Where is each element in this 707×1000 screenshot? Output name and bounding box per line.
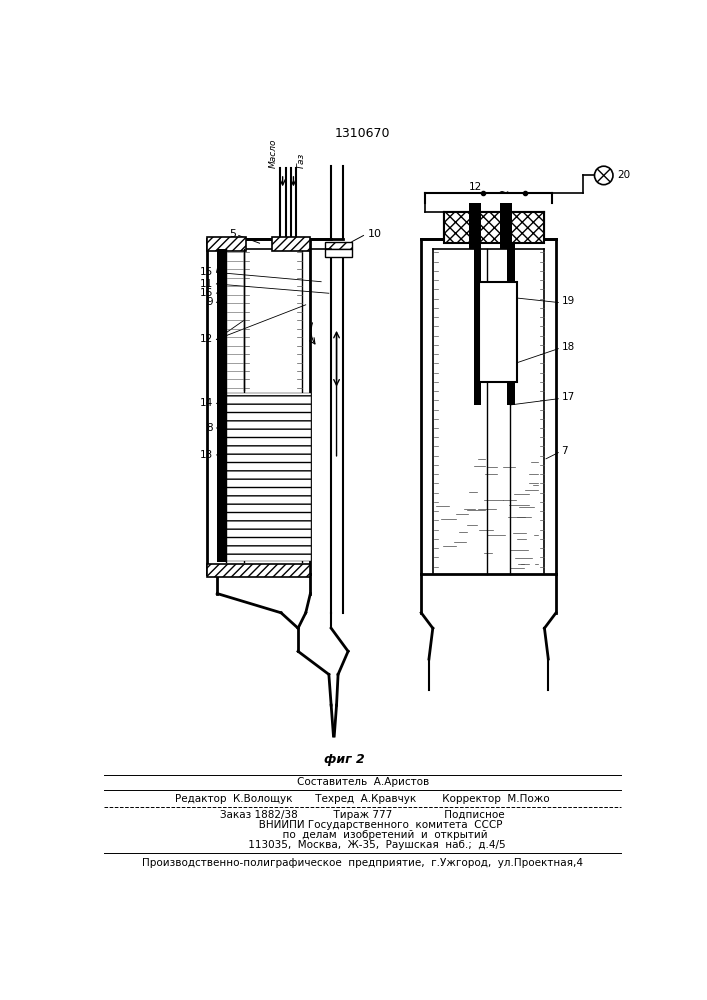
Bar <box>479 282 518 382</box>
Text: 11: 11 <box>200 279 214 289</box>
Text: Газ: Газ <box>296 152 305 168</box>
Text: Заказ 1882/38           Тираж 777                Подписное: Заказ 1882/38 Тираж 777 Подписное <box>221 810 505 820</box>
Text: фиг 2: фиг 2 <box>324 753 365 766</box>
Text: ВНИИПИ Государственного  комитета  СССР: ВНИИПИ Государственного комитета СССР <box>223 820 503 830</box>
Bar <box>207 564 310 577</box>
Bar <box>226 393 311 561</box>
Text: 14: 14 <box>200 398 214 408</box>
Text: 17: 17 <box>561 392 575 402</box>
Text: по  делам  изобретений  и  открытий: по делам изобретений и открытий <box>238 830 488 840</box>
Text: 9: 9 <box>206 297 214 307</box>
Text: 18: 18 <box>561 342 575 352</box>
Text: Производственно-полиграфическое  предприятие,  г.Ужгород,  ул.Проектная,4: Производственно-полиграфическое предприя… <box>142 858 583 868</box>
Text: ~: ~ <box>498 186 510 200</box>
Text: Составитель  А.Аристов: Составитель А.Аристов <box>297 777 429 787</box>
Bar <box>217 249 226 562</box>
Text: 8: 8 <box>206 423 214 433</box>
Text: 16: 16 <box>200 288 214 298</box>
Text: 1310670: 1310670 <box>335 127 390 140</box>
Text: 7: 7 <box>561 446 568 456</box>
Bar <box>500 203 512 249</box>
Bar <box>444 212 544 243</box>
Text: Редактор  К.Волощук       Техред  А.Кравчук        Корректор  М.Пожо: Редактор К.Волощук Техред А.Кравчук Корр… <box>175 794 550 804</box>
Text: 12: 12 <box>200 334 214 344</box>
Text: Масло: Масло <box>269 138 278 168</box>
Text: 10: 10 <box>368 229 381 239</box>
Text: 13: 13 <box>200 450 214 460</box>
Bar <box>508 243 515 405</box>
Bar <box>325 249 352 257</box>
Text: 12: 12 <box>469 182 481 192</box>
Text: 113035,  Москва,  Ж-35,  Раушская  наб.;  д.4/5: 113035, Москва, Ж-35, Раушская наб.; д.4… <box>219 840 506 850</box>
Bar <box>325 242 352 249</box>
Text: 20: 20 <box>618 170 631 180</box>
Bar <box>207 237 246 251</box>
Bar <box>469 203 481 249</box>
Text: 19: 19 <box>561 296 575 306</box>
Bar <box>272 237 310 251</box>
Text: 5: 5 <box>230 229 236 239</box>
Text: 15: 15 <box>200 267 214 277</box>
Bar <box>479 282 518 382</box>
Bar <box>474 243 481 405</box>
